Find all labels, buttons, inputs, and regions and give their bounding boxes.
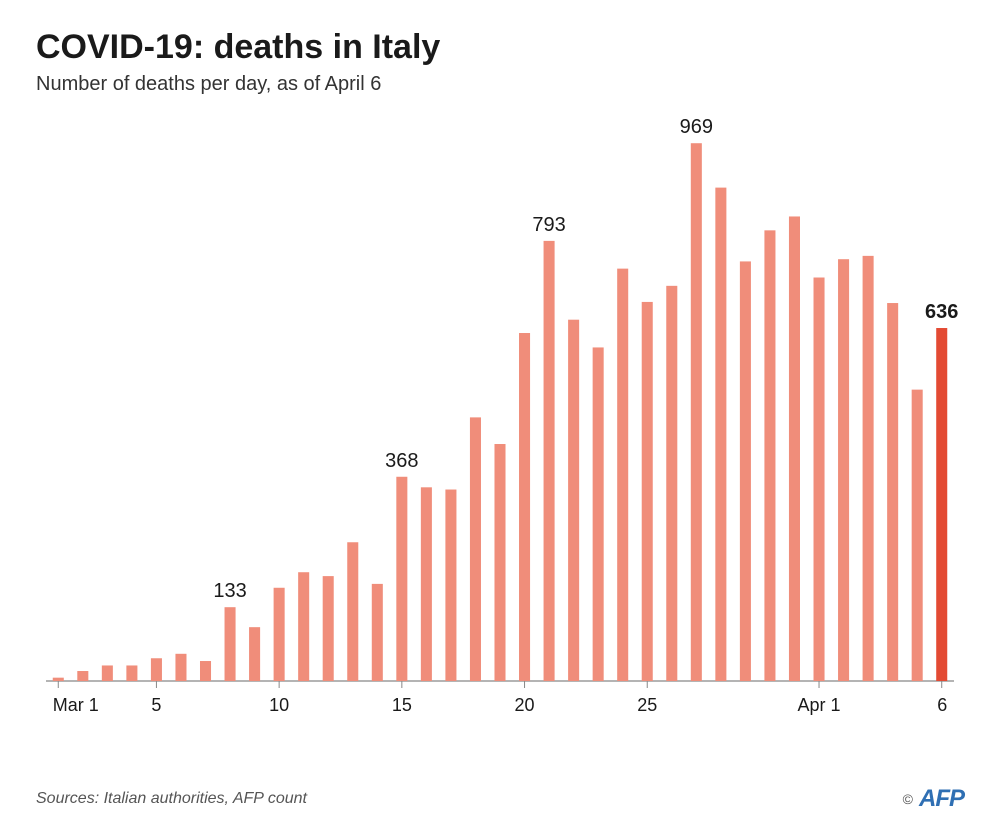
x-tick-label: 6 — [937, 695, 947, 715]
bar-annotation: 368 — [385, 450, 418, 472]
bar — [445, 490, 456, 681]
bar — [814, 278, 825, 681]
bar — [102, 665, 113, 681]
bar — [323, 576, 334, 681]
bar — [175, 654, 186, 681]
bar — [126, 665, 137, 681]
bar — [936, 328, 947, 681]
bar — [691, 143, 702, 681]
bar — [396, 477, 407, 681]
bar — [372, 584, 383, 681]
bar — [593, 347, 604, 681]
chart-title: COVID-19: deaths in Italy — [36, 28, 964, 67]
bar — [863, 256, 874, 681]
bar-annotation: 636 — [925, 301, 958, 323]
sources-text: Sources: Italian authorities, AFP count — [36, 790, 307, 808]
x-tick-label: 5 — [151, 695, 161, 715]
copyright-symbol: © — [903, 791, 913, 807]
bar — [764, 230, 775, 681]
bar — [740, 261, 751, 681]
bar — [715, 188, 726, 681]
bar — [77, 671, 88, 681]
bar — [838, 259, 849, 681]
footer: Sources: Italian authorities, AFP count … — [36, 785, 964, 813]
bar — [789, 216, 800, 681]
bar-annotation: 133 — [213, 580, 246, 602]
chart-subtitle: Number of deaths per day, as of April 6 — [36, 73, 964, 96]
bar — [298, 572, 309, 681]
x-tick-label: 20 — [515, 695, 535, 715]
bar — [494, 444, 505, 681]
x-tick-label: Mar 1 — [53, 695, 99, 715]
bar-annotation: 969 — [680, 116, 713, 138]
bar — [568, 320, 579, 681]
bar — [347, 542, 358, 681]
chart-container: 133 368 793 969 636 Mar 1 5 10 15 20 25 Apr 1 6 — [36, 116, 964, 726]
bar — [249, 627, 260, 681]
x-tick-label: 15 — [392, 695, 412, 715]
bar — [642, 302, 653, 681]
x-tick-label: 10 — [269, 695, 289, 715]
bar — [151, 658, 162, 681]
bar — [421, 487, 432, 681]
bar — [544, 241, 555, 681]
bar — [225, 607, 236, 681]
bar — [470, 417, 481, 681]
x-tick-label: 25 — [637, 695, 657, 715]
x-tick-label: Apr 1 — [798, 695, 841, 715]
bar-chart: 133 368 793 969 636 Mar 1 5 10 15 20 25 Apr 1 6 — [36, 116, 964, 726]
bar — [912, 390, 923, 681]
bar-annotation: 793 — [532, 214, 565, 236]
bar — [200, 661, 211, 681]
bar — [666, 286, 677, 681]
bar — [887, 303, 898, 681]
bar — [617, 269, 628, 681]
afp-logo: AFP — [919, 785, 964, 813]
bar — [274, 588, 285, 681]
bar — [53, 678, 64, 681]
bar — [519, 333, 530, 681]
credit-block: © AFP — [903, 785, 964, 813]
